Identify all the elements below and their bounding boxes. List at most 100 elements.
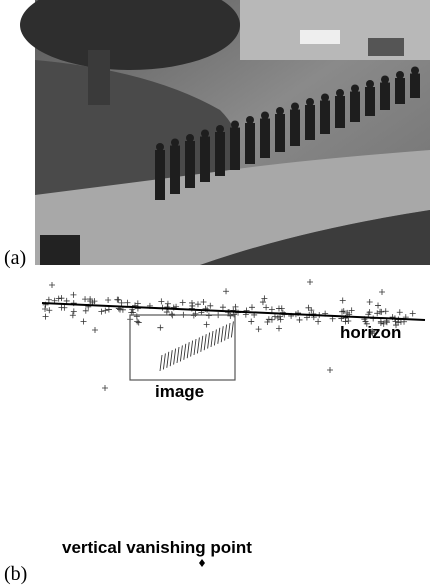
segment <box>174 349 176 365</box>
head <box>336 89 344 97</box>
plus-mark <box>207 303 213 309</box>
plus-mark <box>98 309 104 315</box>
plus-mark <box>92 327 98 333</box>
plus-mark <box>397 309 403 315</box>
plus-mark <box>180 300 186 306</box>
plus-mark <box>223 288 229 294</box>
plus-mark <box>58 305 64 311</box>
plus-mark <box>189 300 195 306</box>
plus-mark <box>165 301 171 307</box>
vertical-segments <box>160 321 233 371</box>
head <box>351 85 359 93</box>
plus-mark <box>220 304 226 310</box>
segment <box>197 337 199 353</box>
panel-label: (b) <box>4 563 27 585</box>
person <box>40 235 80 265</box>
head <box>231 121 239 129</box>
plus-mark <box>70 292 76 298</box>
head <box>381 76 389 84</box>
plus-mark <box>266 316 272 322</box>
plus-mark <box>204 322 210 328</box>
head <box>366 80 374 88</box>
plus-mark <box>114 297 120 303</box>
segment <box>204 334 206 350</box>
person <box>395 78 405 104</box>
horizon-label: horizon <box>340 323 401 342</box>
car <box>300 30 340 44</box>
segment <box>208 333 210 349</box>
plus-mark <box>46 297 52 303</box>
person <box>335 96 345 128</box>
segment <box>211 331 213 347</box>
segment <box>191 341 193 357</box>
person <box>215 132 225 176</box>
car <box>368 38 404 56</box>
person <box>200 137 210 183</box>
plus-mark <box>192 311 198 317</box>
image-label: image <box>155 382 204 401</box>
plus-mark <box>379 289 385 295</box>
plus-mark <box>367 299 373 305</box>
head <box>261 112 269 120</box>
person <box>290 110 300 147</box>
person <box>185 141 195 188</box>
plus-mark <box>134 319 140 325</box>
person <box>170 146 180 195</box>
segment <box>167 352 169 368</box>
segment <box>201 336 203 352</box>
vanishing-point <box>199 559 205 567</box>
panel-label: (a) <box>4 247 26 269</box>
head <box>216 125 224 133</box>
segment <box>218 328 220 344</box>
head <box>276 107 284 115</box>
person <box>275 114 285 152</box>
segment <box>231 321 233 337</box>
plus-mark <box>70 312 76 318</box>
segment <box>170 350 172 366</box>
segment <box>184 344 186 360</box>
head <box>201 130 209 138</box>
person <box>380 83 390 111</box>
head <box>306 98 314 106</box>
trunk <box>88 50 110 105</box>
plus-mark <box>340 298 346 304</box>
plus-mark <box>278 317 284 323</box>
segment <box>180 345 182 361</box>
plus-mark <box>261 295 267 301</box>
plus-mark <box>46 307 52 313</box>
plus-mark <box>58 295 64 301</box>
plus-mark <box>327 367 333 373</box>
plus-mark <box>248 318 254 324</box>
plus-mark <box>49 282 55 288</box>
head <box>291 103 299 111</box>
plus-mark <box>374 310 380 316</box>
page: {"panel_a": {"label": "(a)"}, "panel_b":… <box>0 0 430 588</box>
plus-mark <box>256 326 262 332</box>
segment <box>221 326 223 342</box>
plus-mark <box>315 319 321 325</box>
plus-mark <box>134 313 140 319</box>
head <box>411 67 419 75</box>
plus-mark <box>106 307 112 313</box>
figure: (a) horizon image vertical vanishing poi… <box>0 0 430 588</box>
person <box>245 123 255 164</box>
person <box>320 101 330 135</box>
segment <box>160 355 162 371</box>
plus-mark <box>158 298 164 304</box>
segment <box>194 339 196 355</box>
plus-mark <box>279 305 285 311</box>
segment <box>228 323 230 339</box>
person <box>305 105 315 140</box>
plus-mark <box>349 307 355 313</box>
person <box>155 150 165 200</box>
plus-mark <box>71 308 77 314</box>
head <box>396 71 404 79</box>
plus-mark <box>42 306 48 312</box>
segment <box>187 342 189 358</box>
plus-mark <box>249 304 255 310</box>
segment <box>163 353 165 369</box>
plus-mark <box>136 320 142 326</box>
plus-mark <box>124 300 130 306</box>
person <box>410 74 420 99</box>
plus-mark <box>260 299 266 305</box>
